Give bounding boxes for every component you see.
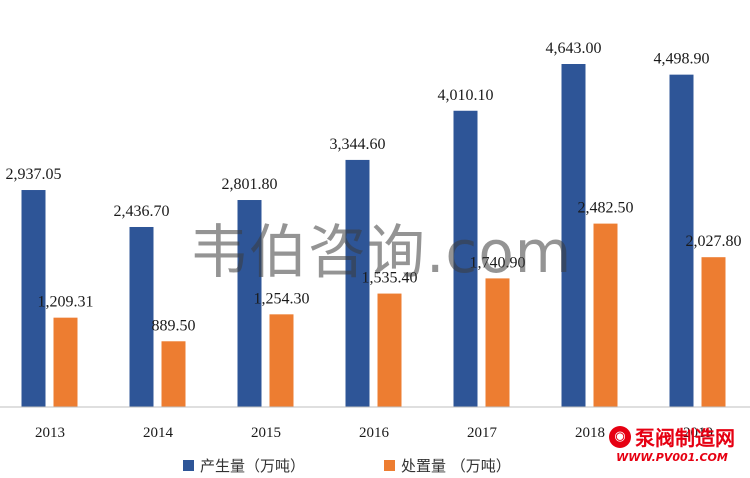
value-label-disposed-2017: 1,740.90 bbox=[470, 254, 526, 271]
bar-disposed-2015 bbox=[269, 314, 294, 407]
x-tick-labels-group: 2013 2014 2015 2016 2017 2018 2019 bbox=[35, 425, 713, 441]
bar-disposed-2013 bbox=[53, 317, 78, 407]
bar-chart: 2,937.05 1,209.31 2,436.70 889.50 2,801.80 1,… bbox=[0, 40, 750, 441]
bar-generated-2018 bbox=[561, 64, 586, 407]
bar-generated-2019 bbox=[669, 74, 694, 408]
value-label-generated-2014: 2,436.70 bbox=[114, 203, 170, 220]
legend-item-disposed: 处置量 （万吨） bbox=[384, 455, 511, 476]
bar-generated-2013 bbox=[21, 190, 46, 407]
logo-top: ◉ 泵阀制造网 bbox=[608, 422, 736, 451]
bar-disposed-2016 bbox=[377, 293, 402, 407]
legend-swatch-disposed bbox=[384, 460, 395, 471]
x-tick-label-2019: 2019 bbox=[683, 425, 713, 441]
value-label-generated-2017: 4,010.10 bbox=[438, 87, 494, 104]
logo-name: 泵阀制造网 bbox=[635, 426, 735, 450]
legend: 产生量（万吨） 处置量 （万吨） bbox=[0, 455, 750, 477]
bar-generated-2015 bbox=[237, 200, 262, 407]
x-tick-label-2014: 2014 bbox=[143, 425, 174, 441]
value-label-generated-2019: 4,498.90 bbox=[654, 51, 710, 68]
logo: ◉ 泵阀制造网 WWW.PV001.COM bbox=[608, 422, 736, 464]
value-label-generated-2018: 4,643.00 bbox=[546, 40, 602, 57]
legend-swatch-generated bbox=[183, 460, 194, 471]
bar-generated-2016 bbox=[345, 159, 370, 407]
bar-disposed-2014 bbox=[161, 341, 186, 407]
value-label-disposed-2019: 2,027.80 bbox=[686, 233, 742, 250]
legend-label-generated: 产生量（万吨） bbox=[200, 457, 306, 475]
bar-disposed-2018 bbox=[593, 223, 618, 407]
bar-disposed-2019 bbox=[701, 257, 726, 407]
x-tick-label-2017: 2017 bbox=[467, 425, 498, 441]
value-label-disposed-2016: 1,535.40 bbox=[362, 270, 418, 287]
value-label-generated-2016: 3,344.60 bbox=[330, 136, 386, 153]
value-label-disposed-2015: 1,254.30 bbox=[254, 290, 310, 307]
bar-generated-2014 bbox=[129, 226, 154, 407]
x-tick-label-2016: 2016 bbox=[359, 425, 390, 441]
bars-group bbox=[21, 64, 726, 408]
x-tick-label-2013: 2013 bbox=[35, 425, 65, 441]
bar-disposed-2017 bbox=[485, 278, 510, 407]
value-label-disposed-2018: 2,482.50 bbox=[578, 200, 634, 217]
x-tick-label-2018: 2018 bbox=[575, 425, 605, 441]
value-label-generated-2015: 2,801.80 bbox=[222, 176, 278, 193]
value-label-disposed-2014: 889.50 bbox=[152, 317, 196, 334]
value-label-disposed-2013: 1,209.31 bbox=[38, 294, 94, 311]
value-label-generated-2013: 2,937.05 bbox=[6, 166, 62, 183]
logo-url: WWW.PV001.COM bbox=[616, 451, 728, 464]
legend-item-generated: 产生量（万吨） bbox=[183, 455, 305, 476]
x-tick-label-2015: 2015 bbox=[251, 425, 281, 441]
legend-label-disposed: 处置量 （万吨） bbox=[401, 457, 511, 475]
pump-logo-icon: ◉ bbox=[609, 425, 631, 448]
watermark: 韦伯咨询.com bbox=[190, 218, 573, 286]
value-labels-group: 2,937.05 1,209.31 2,436.70 889.50 2,801.80 1,… bbox=[6, 40, 742, 334]
bar-generated-2017 bbox=[453, 110, 478, 408]
